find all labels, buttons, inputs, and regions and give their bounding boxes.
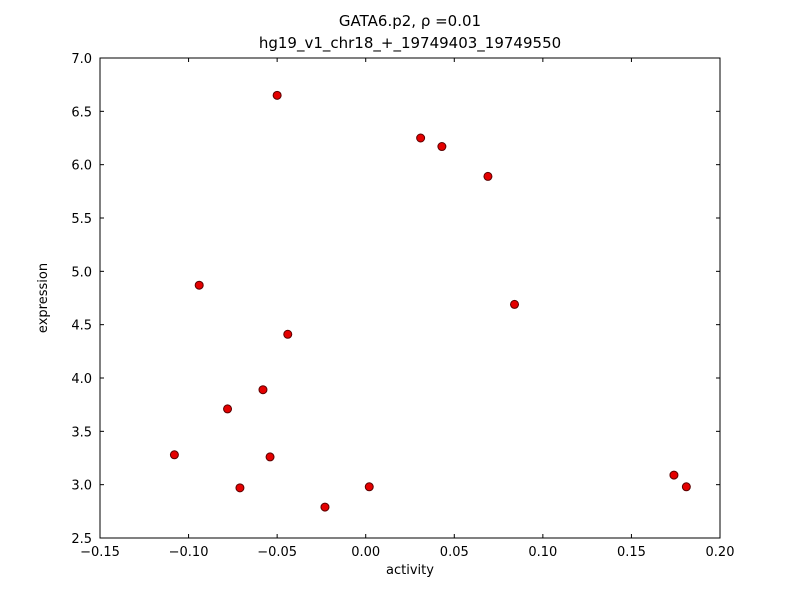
x-tick-label: −0.05	[257, 545, 297, 560]
plot-title-line2: hg19_v1_chr18_+_19749403_19749550	[259, 34, 561, 53]
y-tick-label: 3.0	[71, 479, 92, 494]
axes-frame	[99, 57, 721, 539]
x-tick-label: 0.20	[706, 545, 735, 560]
x-tick-label: −0.15	[80, 545, 120, 560]
y-tick-label: 7.0	[71, 52, 92, 67]
y-tick-label: 6.0	[71, 159, 92, 174]
scatter-point	[669, 470, 679, 480]
y-tick-label: 4.0	[71, 372, 92, 387]
y-tick-label: 2.5	[71, 532, 92, 547]
y-tick-label: 3.5	[71, 425, 92, 440]
scatter-point	[235, 483, 245, 493]
scatter-point	[283, 329, 293, 339]
x-tick-label: 0.00	[351, 545, 380, 560]
y-tick-label: 6.5	[71, 105, 92, 120]
scatter-point	[169, 450, 179, 460]
y-tick-label: 5.0	[71, 265, 92, 280]
x-tick-label: −0.10	[169, 545, 209, 560]
scatter-point	[681, 482, 691, 492]
scatter-point	[416, 133, 426, 143]
scatter-point	[272, 90, 282, 100]
scatter-point	[320, 502, 330, 512]
y-tick-label: 5.5	[71, 212, 92, 227]
y-tick-label: 4.5	[71, 319, 92, 334]
scatter-point	[483, 171, 493, 181]
scatter-point	[265, 452, 275, 462]
plot-title-line1: GATA6.p2, ρ =0.01	[339, 12, 481, 30]
scatter-point	[194, 280, 204, 290]
scatter-point	[223, 404, 233, 414]
plot-content: −0.15 −0.10 −0.05 0.00 0.05 0.10 0.15 0.20 2.5 3.…	[71, 52, 734, 560]
x-tick-label: 0.10	[528, 545, 557, 560]
x-axis-label: activity	[386, 563, 434, 578]
x-tick-label: 0.15	[617, 545, 646, 560]
scatter-point	[510, 299, 520, 309]
scatter-point	[437, 142, 447, 152]
scatter-point	[364, 482, 374, 492]
scatter-point	[258, 385, 268, 395]
y-axis-label: expression	[36, 263, 51, 333]
x-tick-label: 0.05	[440, 545, 469, 560]
